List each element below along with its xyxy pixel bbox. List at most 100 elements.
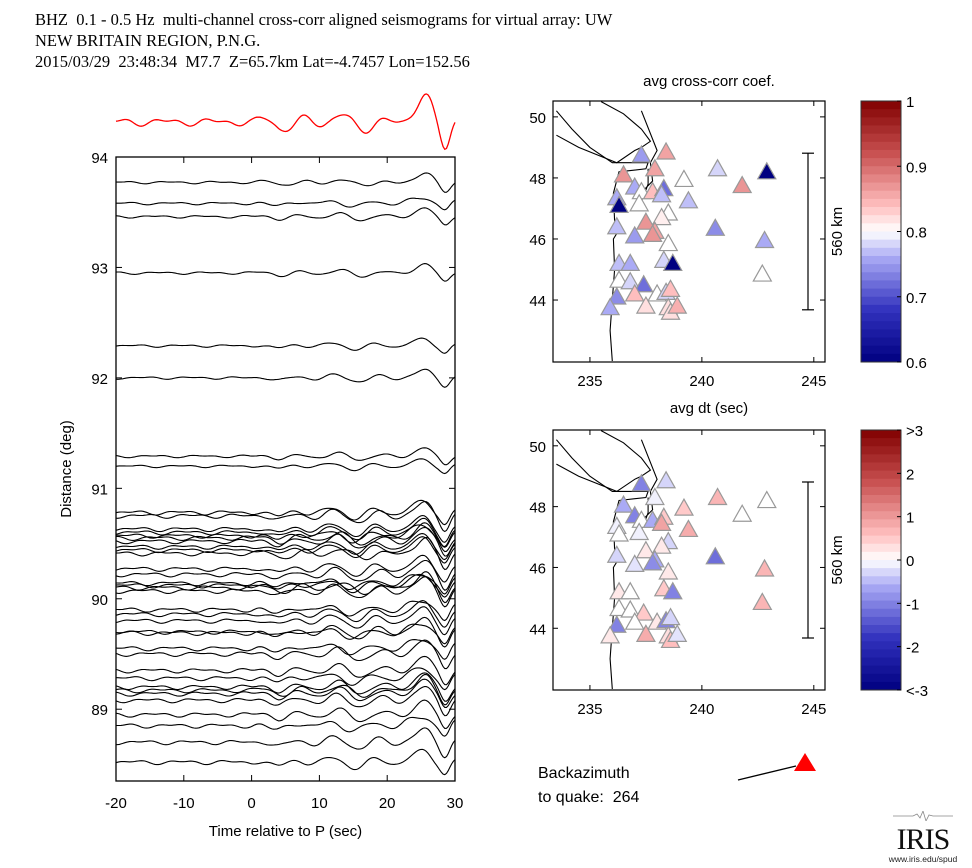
station-marker <box>673 169 694 188</box>
colorbar-segment <box>861 470 901 480</box>
backazimuth-value: to quake: 264 <box>538 789 640 806</box>
colorbar-segment <box>861 576 901 585</box>
seismogram-trace <box>116 574 456 595</box>
station-marker <box>662 581 683 600</box>
colorbar-segment <box>861 446 901 455</box>
x-tick-label: 240 <box>689 373 714 390</box>
stack-trace <box>115 93 456 151</box>
y-tick-label: 46 <box>529 560 546 577</box>
station-marker <box>635 211 656 230</box>
colorbar-tick-label: 0 <box>906 553 914 570</box>
colorbar-segment <box>861 657 901 667</box>
colorbar-segment <box>861 462 901 472</box>
colorbar-segment <box>861 223 901 232</box>
colorbar-segment <box>861 535 901 545</box>
scale-bar-label: 560 km <box>829 535 846 584</box>
x-tick-label: 245 <box>801 373 826 390</box>
station-marker <box>635 624 656 642</box>
title-line-1: BHZ 0.1 - 0.5 Hz multi-channel cross-cor… <box>35 10 613 29</box>
seismogram-trace <box>115 368 456 388</box>
colorbar-segment <box>861 616 901 626</box>
station-marker <box>609 269 630 288</box>
seismogram-trace <box>116 197 456 211</box>
x-tick-label: 10 <box>311 795 328 812</box>
colorbar-segment <box>861 560 901 569</box>
seismogram-trace <box>115 536 456 571</box>
colorbar-segment <box>861 503 901 512</box>
station-marker <box>624 225 645 244</box>
station-marker <box>606 545 627 563</box>
seismogram-trace <box>115 748 456 776</box>
colorbar-segment <box>861 608 901 618</box>
colorbar-segment <box>861 478 901 488</box>
colorbar-segment <box>861 255 901 265</box>
colorbar-segment <box>861 296 901 306</box>
colorbar-segment <box>861 304 901 314</box>
colorbar-segment <box>861 166 901 175</box>
station-marker <box>613 494 634 513</box>
colorbar-segment <box>861 158 901 167</box>
colorbar-tick-label: >3 <box>906 423 923 440</box>
station-marker <box>613 164 634 183</box>
y-tick-label: 50 <box>529 439 546 456</box>
seismogram-trace <box>115 655 456 686</box>
backazimuth-label: Backazimuth <box>538 765 630 782</box>
colorbar-tick-label: <-3 <box>906 683 928 700</box>
station-marker <box>633 274 654 293</box>
colorbar-segment <box>861 321 901 330</box>
seismogram-trace <box>116 600 456 622</box>
colorbar-segment <box>861 109 901 118</box>
colorbar-tick-label: 0.7 <box>906 290 927 307</box>
map-dt-title: avg dt (sec) <box>670 400 748 417</box>
station-marker <box>673 497 694 516</box>
station-marker <box>651 513 672 531</box>
station-marker <box>707 487 728 506</box>
y-tick-label: 48 <box>529 500 546 517</box>
seismogram-trace <box>115 639 456 670</box>
seismogram-trace <box>115 499 456 526</box>
iris-url[interactable]: www.iris.edu/spud <box>888 854 958 864</box>
colorbar-segment <box>861 133 901 143</box>
map-dt-frame <box>552 429 826 691</box>
x-tick-label: -10 <box>173 795 195 812</box>
colorbar-segment <box>861 182 901 192</box>
colorbar-segment <box>861 207 901 216</box>
iris-logo[interactable]: IRIS www.iris.edu/spud <box>878 808 968 864</box>
colorbar-segment <box>861 149 901 159</box>
colorbar-segment <box>861 117 901 126</box>
station-marker <box>756 161 777 180</box>
seismogram-trace <box>115 699 456 729</box>
station-marker <box>678 190 699 209</box>
colorbar-segment <box>861 353 901 363</box>
station-marker <box>629 522 650 541</box>
x-tick-label: 235 <box>577 373 602 390</box>
x-tick-label: 30 <box>447 795 464 812</box>
station-marker <box>754 230 775 249</box>
station-marker <box>642 224 663 242</box>
seismogram-trace <box>115 337 456 354</box>
seismogram-trace <box>115 536 456 564</box>
seismogram-trace <box>115 673 456 706</box>
y-tick-label: 44 <box>529 621 546 638</box>
colorbar-tick-label: -1 <box>906 596 919 613</box>
colorbar-segment <box>861 551 901 561</box>
seismogram-trace <box>115 559 456 591</box>
station-marker <box>606 615 627 633</box>
station-marker <box>633 602 654 621</box>
station-marker <box>631 473 652 492</box>
colorbar-segment <box>861 247 901 257</box>
seismogram-trace <box>115 207 456 226</box>
colorbar-segment <box>861 231 901 241</box>
colorbar-segment <box>861 681 901 691</box>
y-tick-label: 44 <box>529 293 546 310</box>
colorbar-segment <box>861 665 901 675</box>
y-tick-label: 91 <box>91 481 108 498</box>
map-xcorr-title: avg cross-corr coef. <box>643 73 775 90</box>
colorbar-segment <box>861 584 901 593</box>
backazimuth-marker-icon <box>794 753 816 771</box>
station-marker <box>658 233 679 252</box>
seismogram-trace <box>115 576 456 608</box>
y-tick-label: 94 <box>91 150 108 167</box>
colorbar-tick-label: 2 <box>906 466 914 483</box>
station-marker <box>624 611 645 630</box>
